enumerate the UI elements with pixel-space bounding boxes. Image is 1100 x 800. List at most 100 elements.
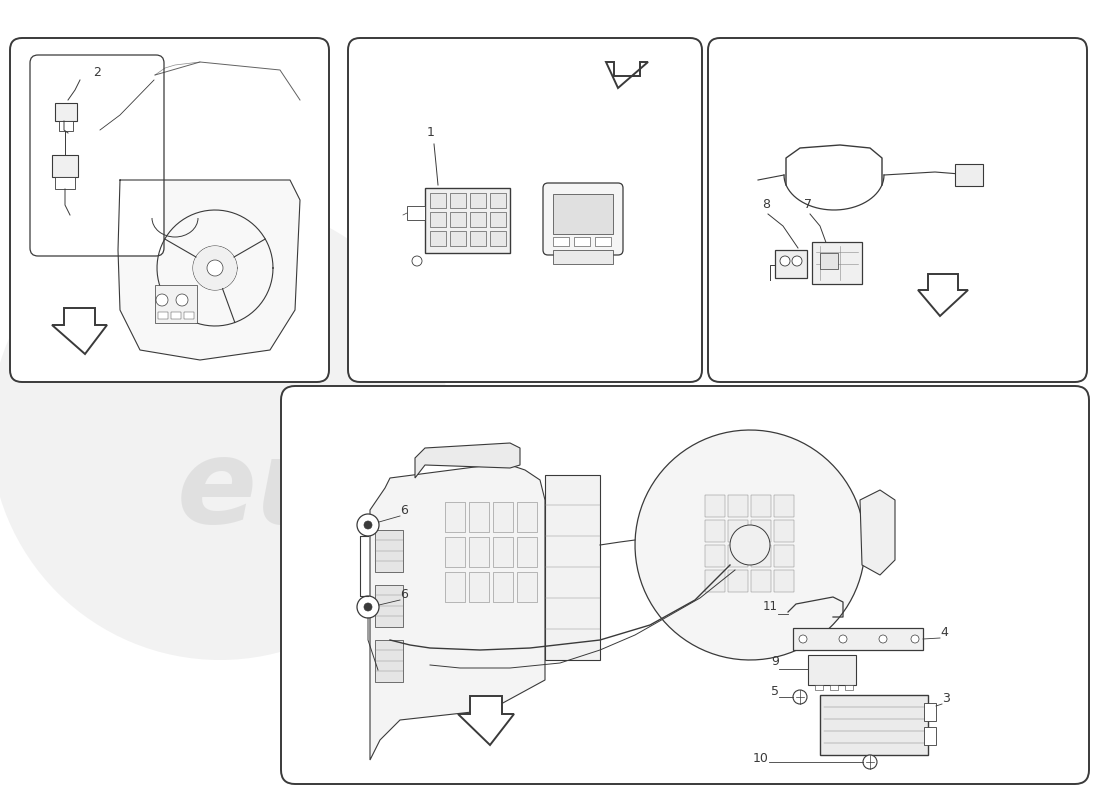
FancyBboxPatch shape (490, 193, 506, 208)
FancyBboxPatch shape (170, 312, 182, 319)
FancyBboxPatch shape (470, 193, 486, 208)
FancyBboxPatch shape (751, 570, 771, 592)
Circle shape (412, 256, 422, 266)
Polygon shape (458, 696, 514, 745)
FancyBboxPatch shape (55, 103, 77, 121)
FancyBboxPatch shape (708, 38, 1087, 382)
FancyBboxPatch shape (774, 545, 794, 567)
Text: 2: 2 (94, 66, 101, 79)
FancyBboxPatch shape (469, 537, 490, 567)
Circle shape (730, 525, 770, 565)
Polygon shape (635, 430, 865, 660)
FancyBboxPatch shape (158, 312, 168, 319)
FancyBboxPatch shape (705, 495, 725, 517)
FancyBboxPatch shape (493, 537, 513, 567)
FancyBboxPatch shape (52, 155, 78, 177)
FancyBboxPatch shape (450, 193, 466, 208)
Circle shape (799, 635, 807, 643)
FancyBboxPatch shape (774, 570, 794, 592)
Circle shape (911, 635, 918, 643)
Circle shape (780, 256, 790, 266)
Circle shape (364, 521, 372, 529)
Polygon shape (52, 308, 107, 354)
FancyBboxPatch shape (407, 206, 425, 220)
FancyBboxPatch shape (517, 502, 537, 532)
FancyBboxPatch shape (375, 530, 403, 572)
FancyBboxPatch shape (808, 655, 856, 685)
FancyBboxPatch shape (348, 38, 702, 382)
FancyBboxPatch shape (820, 253, 838, 269)
FancyBboxPatch shape (280, 386, 1089, 784)
FancyBboxPatch shape (470, 231, 486, 246)
FancyBboxPatch shape (705, 520, 725, 542)
Circle shape (792, 256, 802, 266)
Text: 7: 7 (804, 198, 812, 211)
FancyBboxPatch shape (776, 250, 807, 278)
FancyBboxPatch shape (553, 237, 569, 246)
Circle shape (0, 200, 450, 660)
Circle shape (864, 755, 877, 769)
Circle shape (793, 690, 807, 704)
FancyBboxPatch shape (705, 545, 725, 567)
Polygon shape (370, 465, 544, 760)
FancyBboxPatch shape (493, 502, 513, 532)
Polygon shape (192, 246, 236, 290)
FancyBboxPatch shape (574, 237, 590, 246)
Polygon shape (606, 62, 648, 88)
FancyBboxPatch shape (490, 231, 506, 246)
FancyBboxPatch shape (517, 537, 537, 567)
FancyBboxPatch shape (751, 520, 771, 542)
FancyBboxPatch shape (446, 572, 465, 602)
FancyBboxPatch shape (751, 545, 771, 567)
FancyBboxPatch shape (517, 572, 537, 602)
FancyBboxPatch shape (553, 250, 613, 264)
Text: 1: 1 (427, 126, 434, 139)
Circle shape (879, 635, 887, 643)
FancyBboxPatch shape (595, 237, 610, 246)
FancyBboxPatch shape (774, 495, 794, 517)
Polygon shape (918, 274, 968, 316)
Text: eurospares: eurospares (177, 433, 923, 547)
FancyBboxPatch shape (425, 188, 510, 253)
FancyBboxPatch shape (469, 572, 490, 602)
FancyBboxPatch shape (55, 177, 75, 189)
FancyBboxPatch shape (430, 193, 446, 208)
FancyBboxPatch shape (184, 312, 194, 319)
FancyBboxPatch shape (430, 231, 446, 246)
FancyBboxPatch shape (728, 545, 748, 567)
FancyBboxPatch shape (375, 640, 403, 682)
FancyBboxPatch shape (751, 495, 771, 517)
Text: 6: 6 (400, 588, 408, 601)
Circle shape (176, 294, 188, 306)
Circle shape (358, 596, 379, 618)
Text: 4: 4 (940, 626, 948, 639)
Text: 3: 3 (942, 692, 950, 705)
FancyBboxPatch shape (553, 194, 613, 234)
Text: 5: 5 (771, 685, 779, 698)
FancyBboxPatch shape (446, 502, 465, 532)
FancyBboxPatch shape (430, 212, 446, 227)
FancyBboxPatch shape (543, 183, 623, 255)
FancyBboxPatch shape (845, 685, 853, 690)
FancyBboxPatch shape (375, 585, 403, 627)
Circle shape (839, 635, 847, 643)
Circle shape (358, 514, 379, 536)
FancyBboxPatch shape (59, 121, 73, 131)
FancyBboxPatch shape (728, 520, 748, 542)
FancyBboxPatch shape (815, 685, 823, 690)
FancyBboxPatch shape (469, 502, 490, 532)
FancyBboxPatch shape (728, 570, 748, 592)
FancyBboxPatch shape (10, 38, 329, 382)
FancyBboxPatch shape (830, 685, 838, 690)
Text: 10: 10 (754, 752, 769, 765)
Text: 9: 9 (771, 655, 779, 668)
FancyBboxPatch shape (924, 727, 936, 745)
FancyBboxPatch shape (924, 703, 936, 721)
FancyBboxPatch shape (493, 572, 513, 602)
Text: a passion for parts since 1985: a passion for parts since 1985 (342, 542, 738, 638)
FancyBboxPatch shape (793, 628, 923, 650)
Polygon shape (860, 490, 895, 575)
FancyBboxPatch shape (812, 242, 862, 284)
FancyBboxPatch shape (446, 537, 465, 567)
Circle shape (364, 603, 372, 611)
